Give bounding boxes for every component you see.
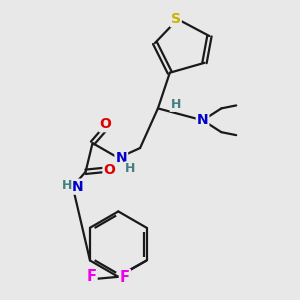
Text: F: F: [86, 269, 97, 284]
Text: H: H: [171, 98, 181, 111]
Text: H: H: [61, 179, 72, 192]
Text: N: N: [72, 180, 83, 194]
Text: N: N: [116, 151, 127, 165]
Text: O: O: [103, 163, 115, 177]
Text: O: O: [100, 117, 111, 131]
Text: N: N: [197, 113, 208, 127]
Text: S: S: [171, 12, 181, 26]
Text: F: F: [120, 270, 130, 285]
Text: H: H: [125, 162, 135, 175]
